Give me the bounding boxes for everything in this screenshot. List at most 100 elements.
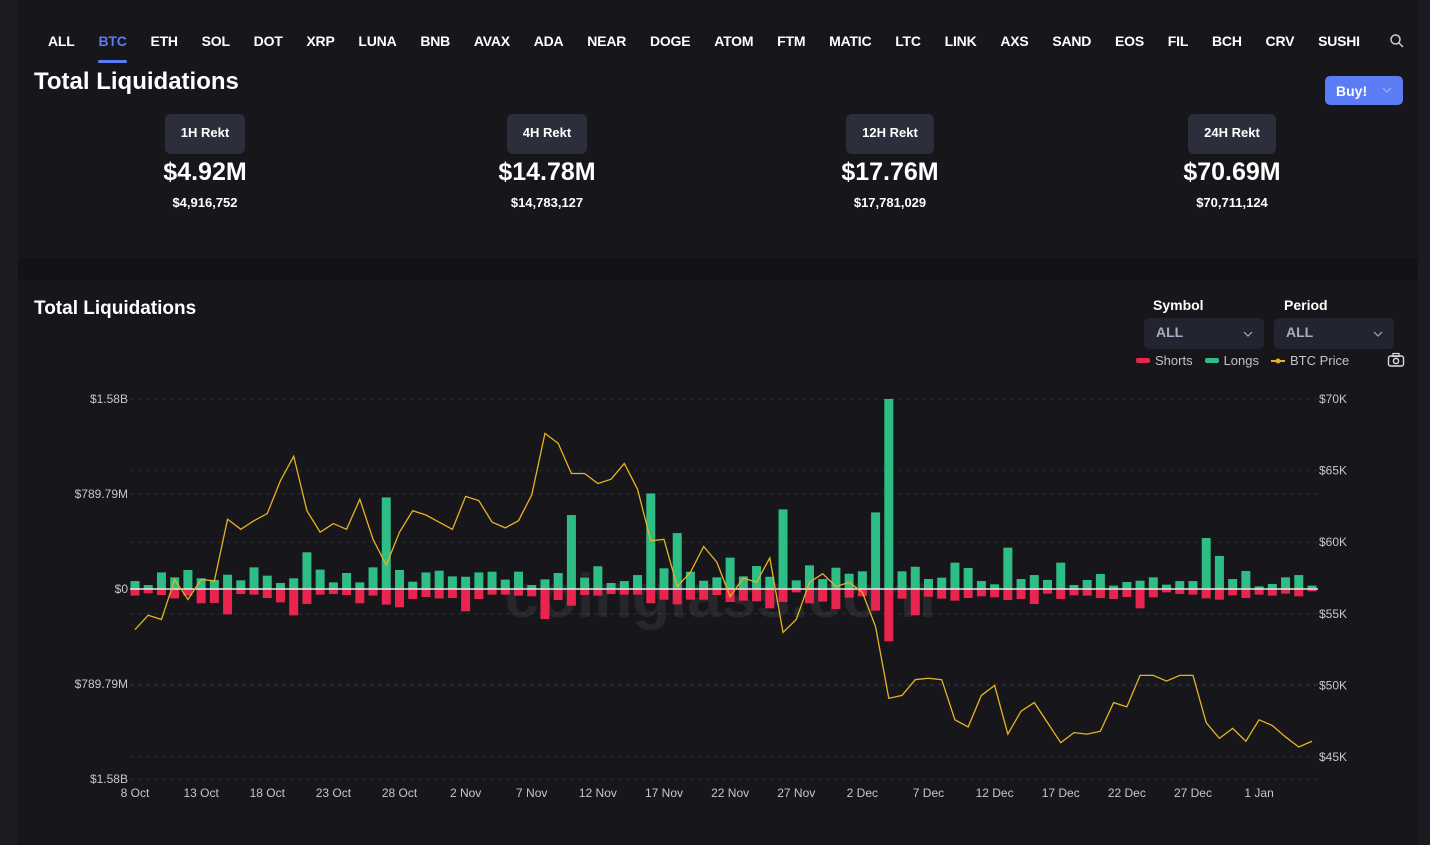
- short-bar: [342, 589, 352, 596]
- long-bar: [1082, 579, 1092, 589]
- tab-bch[interactable]: BCH: [1212, 33, 1242, 49]
- search-icon[interactable]: [1389, 33, 1405, 49]
- stat-value: $14.78M: [498, 158, 596, 186]
- tab-bnb[interactable]: BNB: [420, 33, 451, 49]
- long-bar: [1175, 581, 1185, 589]
- long-bar: [275, 582, 285, 589]
- tab-ltc[interactable]: LTC: [895, 33, 921, 49]
- long-bar: [659, 568, 669, 589]
- legend-longs[interactable]: Longs: [1204, 353, 1259, 368]
- y-right-tick-label: $70K: [1319, 392, 1347, 406]
- short-bar: [593, 589, 603, 596]
- tab-dot[interactable]: DOT: [253, 33, 283, 49]
- stat-period-badge[interactable]: 24H Rekt: [1188, 114, 1276, 154]
- short-bar: [738, 589, 748, 601]
- stat-value: $17.76M: [841, 158, 939, 186]
- stat-1h: 1H Rekt $4.92M $4,916,752: [85, 114, 325, 210]
- symbol-value: ALL: [1156, 324, 1184, 340]
- tab-ftm[interactable]: FTM: [777, 33, 806, 49]
- short-bar: [1095, 589, 1105, 599]
- short-bar: [1016, 589, 1026, 599]
- long-bar: [1281, 577, 1291, 589]
- short-bar: [1082, 589, 1092, 596]
- short-bar: [1214, 589, 1224, 600]
- short-bar: [487, 589, 497, 595]
- long-bar: [619, 581, 629, 589]
- tab-sushi[interactable]: SUSHI: [1318, 33, 1360, 49]
- y-right-tick-label: $45K: [1319, 750, 1347, 764]
- short-bar: [1307, 589, 1317, 592]
- short-bar: [963, 589, 973, 599]
- tab-crv[interactable]: CRV: [1265, 33, 1295, 49]
- chart-legend: Shorts Longs BTC Price: [1136, 353, 1349, 368]
- stat-period-badge[interactable]: 12H Rekt: [846, 114, 934, 154]
- short-bar: [302, 589, 312, 605]
- tab-ada[interactable]: ADA: [533, 33, 564, 49]
- short-bar: [1003, 589, 1013, 601]
- tab-near[interactable]: NEAR: [587, 33, 627, 49]
- buy-button[interactable]: Buy!: [1325, 76, 1403, 105]
- long-bar: [1294, 575, 1304, 589]
- long-bar: [500, 579, 510, 589]
- y-left-tick-label: $789.79M: [75, 487, 128, 501]
- long-bar: [196, 578, 206, 589]
- symbol-select[interactable]: ALL: [1144, 318, 1264, 349]
- long-bar: [1267, 583, 1277, 589]
- tab-eos[interactable]: EOS: [1115, 33, 1144, 49]
- tab-avax[interactable]: AVAX: [473, 33, 510, 49]
- short-bar: [897, 589, 907, 599]
- long-bar: [1201, 538, 1211, 589]
- long-bar: [950, 562, 960, 589]
- legend-btc-price[interactable]: BTC Price: [1271, 353, 1349, 368]
- long-bar: [1056, 562, 1066, 589]
- long-bar: [302, 552, 312, 589]
- tab-doge[interactable]: DOGE: [649, 33, 691, 49]
- stat-period-badge[interactable]: 1H Rekt: [164, 114, 246, 154]
- tab-sand[interactable]: SAND: [1052, 33, 1092, 49]
- symbol-tabs: ALL BTC ETH SOL DOT XRP LUNA BNB AVAX ADA NEAR DOGE…: [48, 33, 1360, 63]
- long-bar: [923, 579, 933, 589]
- short-bar: [712, 589, 722, 596]
- short-bar: [910, 589, 920, 616]
- y-right-tick-label: $55K: [1319, 607, 1347, 621]
- short-bar: [1241, 589, 1251, 599]
- x-tick-label: 27 Dec: [1174, 786, 1212, 800]
- legend-label: Longs: [1223, 353, 1259, 368]
- long-bar: [289, 578, 299, 589]
- short-bar: [1201, 589, 1211, 599]
- period-select[interactable]: ALL: [1274, 318, 1394, 349]
- tab-xrp[interactable]: XRP: [306, 33, 335, 49]
- tab-all[interactable]: ALL: [48, 33, 75, 49]
- tab-sol[interactable]: SOL: [201, 33, 230, 49]
- short-bar: [871, 589, 881, 611]
- short-bar: [659, 589, 669, 600]
- tab-link[interactable]: LINK: [944, 33, 977, 49]
- short-bar: [791, 589, 801, 593]
- short-bar: [646, 589, 656, 604]
- stat-period-badge[interactable]: 4H Rekt: [506, 114, 588, 154]
- camera-icon[interactable]: [1387, 352, 1405, 368]
- tab-luna[interactable]: LUNA: [358, 33, 397, 49]
- long-bar: [884, 399, 894, 589]
- stat-exact-value: $14,783,127: [510, 195, 584, 210]
- short-bar: [990, 589, 1000, 598]
- long-bar: [421, 572, 431, 589]
- short-bar: [1122, 589, 1132, 598]
- long-bar: [685, 571, 695, 589]
- tab-atom[interactable]: ATOM: [714, 33, 754, 49]
- short-bar: [381, 589, 391, 605]
- tab-eth[interactable]: ETH: [150, 33, 178, 49]
- tab-axs[interactable]: AXS: [1000, 33, 1029, 49]
- long-bar: [633, 575, 643, 589]
- tab-btc[interactable]: BTC: [98, 33, 127, 63]
- short-bar: [765, 589, 775, 609]
- tab-fil[interactable]: FIL: [1167, 33, 1189, 49]
- y-right-tick-label: $50K: [1319, 678, 1347, 692]
- x-tick-label: 2 Dec: [847, 786, 878, 800]
- x-tick-label: 17 Nov: [645, 786, 683, 800]
- long-bar: [447, 576, 457, 589]
- tab-matic[interactable]: MATIC: [829, 33, 872, 49]
- legend-shorts[interactable]: Shorts: [1136, 353, 1193, 368]
- y-right-tick-label: $60K: [1319, 535, 1347, 549]
- legend-label: Shorts: [1155, 353, 1193, 368]
